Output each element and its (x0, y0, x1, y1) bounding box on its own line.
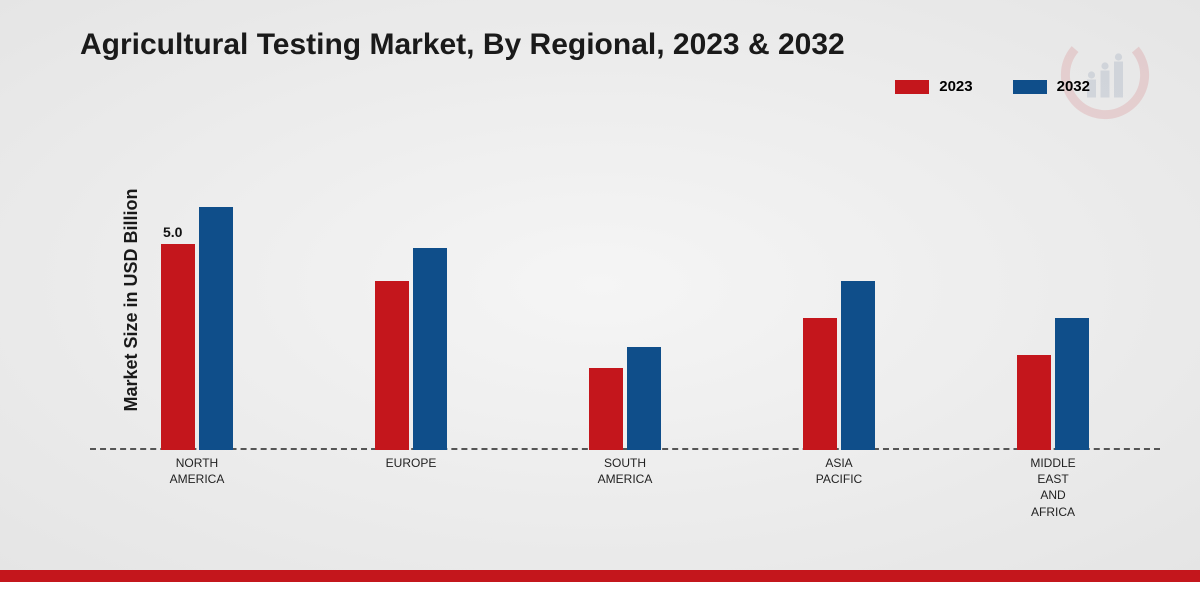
bar (1017, 355, 1051, 450)
bar-group: 5.0 (90, 120, 304, 450)
x-tick-label: SOUTH AMERICA (518, 455, 732, 520)
plot-area: 5.0 (90, 120, 1160, 450)
x-axis-labels: NORTH AMERICAEUROPESOUTH AMERICAASIA PAC… (90, 455, 1160, 520)
bar (589, 368, 623, 451)
legend-label-2023: 2023 (939, 78, 972, 95)
bar (199, 207, 233, 450)
bar-value-label: 5.0 (163, 224, 182, 244)
legend-item-2023: 2023 (895, 78, 972, 95)
chart-background: Agricultural Testing Market, By Regional… (0, 0, 1200, 570)
bar (1055, 318, 1089, 450)
bar (803, 318, 837, 450)
x-tick-label: MIDDLE EAST AND AFRICA (946, 455, 1160, 520)
x-tick-label: NORTH AMERICA (90, 455, 304, 520)
bar-group (304, 120, 518, 450)
footer-accent-bar (0, 570, 1200, 582)
bar-group (946, 120, 1160, 450)
legend-label-2032: 2032 (1057, 78, 1090, 95)
bar-groups: 5.0 (90, 120, 1160, 450)
bar: 5.0 (161, 244, 195, 450)
legend-item-2032: 2032 (1013, 78, 1090, 95)
x-tick-label: EUROPE (304, 455, 518, 520)
chart-title: Agricultural Testing Market, By Regional… (80, 28, 845, 62)
bar (841, 281, 875, 450)
legend-swatch-2023 (895, 80, 929, 94)
x-tick-label: ASIA PACIFIC (732, 455, 946, 520)
bar (413, 248, 447, 450)
bar-group (518, 120, 732, 450)
legend: 2023 2032 (895, 78, 1090, 95)
bar-group (732, 120, 946, 450)
watermark-logo (1060, 30, 1150, 120)
bar (627, 347, 661, 450)
legend-swatch-2032 (1013, 80, 1047, 94)
bar (375, 281, 409, 450)
